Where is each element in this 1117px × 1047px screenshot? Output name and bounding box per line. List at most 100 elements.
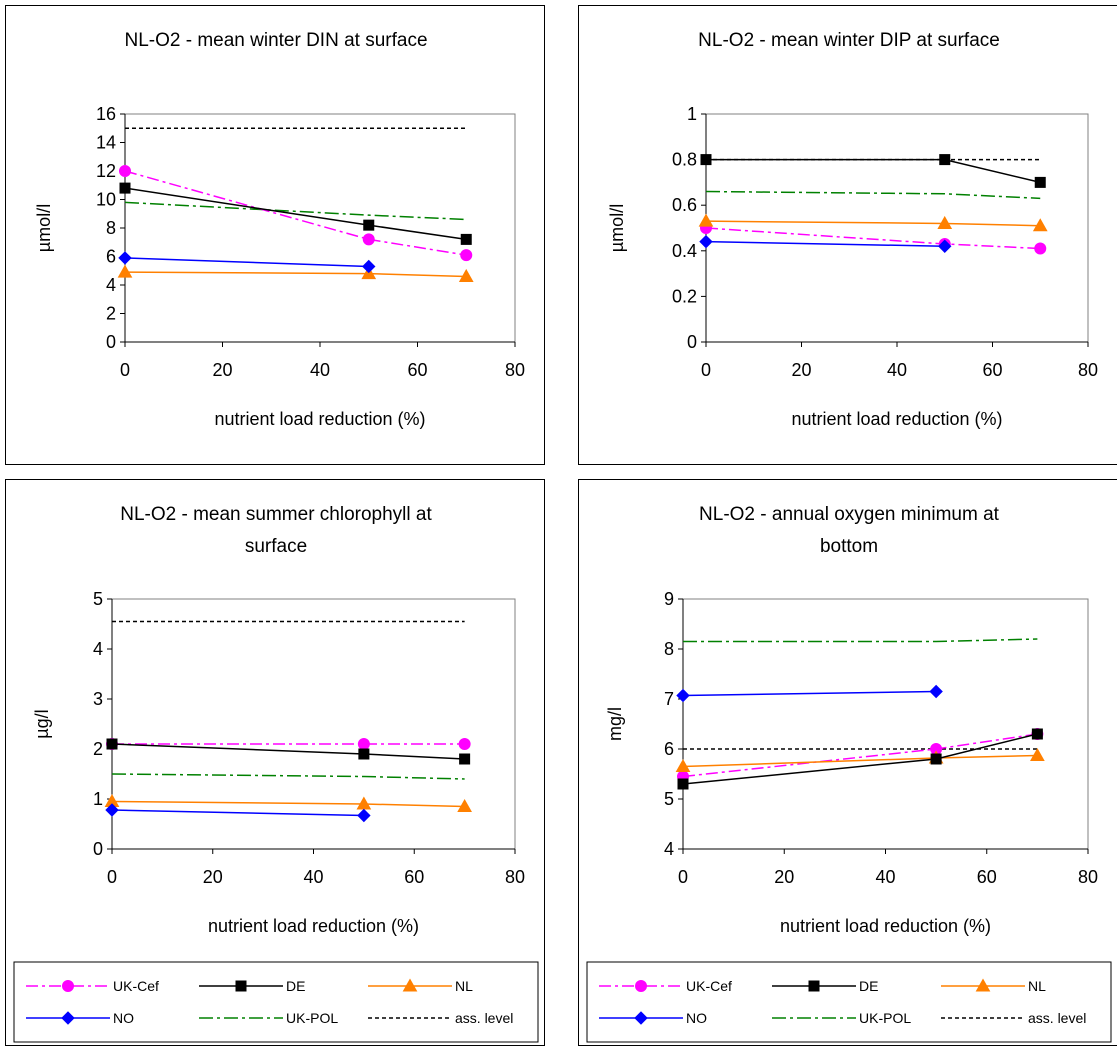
x-axis-label: nutrient load reduction (%) — [791, 409, 1002, 429]
series-line-uk-pol — [124, 201, 467, 221]
legend-box — [586, 961, 1112, 1043]
y-axis-label: µg/l — [32, 709, 52, 738]
data-point-no — [699, 234, 713, 249]
data-point-nl — [937, 215, 953, 229]
series-line-de — [124, 187, 467, 241]
data-point-no — [118, 251, 132, 265]
x-tick-label: 0 — [120, 360, 130, 380]
x-tick-label: 40 — [303, 867, 323, 887]
y-tick-label: 5 — [664, 789, 674, 809]
y-tick-label: 1 — [687, 104, 697, 124]
series-no — [105, 803, 371, 823]
data-point-nl — [457, 798, 472, 812]
series-line-no — [705, 240, 945, 247]
plot-area — [705, 113, 1089, 343]
legend-item-uk-pol: UK-POL — [199, 1010, 338, 1026]
legend-marker — [634, 1011, 648, 1025]
x-tick-label: 60 — [982, 360, 1002, 380]
series-uk-pol — [705, 190, 1041, 200]
data-point-de — [677, 778, 689, 790]
x-tick-label: 0 — [107, 867, 117, 887]
legend-marker — [62, 980, 74, 992]
series-line-no — [124, 257, 369, 268]
plot-area — [124, 113, 516, 343]
legend-item-uk-cef: UK-Cef — [26, 978, 159, 994]
series-de — [677, 728, 1043, 790]
legend-item-ass-level: ass. level — [368, 1010, 513, 1026]
data-point-no — [357, 808, 371, 823]
chart-title: surface — [245, 536, 307, 557]
legend-label: UK-POL — [859, 1010, 911, 1026]
series-line-de — [111, 743, 465, 760]
series-line-nl — [124, 271, 467, 278]
data-point-de — [1031, 728, 1043, 740]
data-point-de — [119, 182, 131, 194]
series-no — [699, 234, 952, 253]
legend-marker — [235, 980, 247, 992]
series-uk-cef — [677, 728, 1044, 783]
legend-item-ass-level: ass. level — [941, 1010, 1086, 1026]
y-tick-label: 0 — [106, 332, 116, 352]
x-tick-label: 20 — [203, 867, 223, 887]
series-line-de — [706, 158, 1041, 184]
series-nl — [698, 213, 1048, 232]
series-line-uk-pol — [705, 190, 1041, 200]
plot-area — [682, 598, 1089, 850]
y-tick-label: 4 — [106, 275, 116, 295]
legend-label: UK-Cef — [113, 978, 159, 994]
x-tick-label: 60 — [977, 867, 997, 887]
data-point-no — [362, 259, 376, 274]
series-line-uk-pol — [111, 773, 465, 780]
y-tick-label: 0 — [93, 839, 103, 859]
legend-item-no: NO — [26, 1010, 134, 1026]
x-tick-label: 40 — [887, 360, 907, 380]
series-uk-pol — [111, 773, 465, 780]
legend: UK-Cef DE NL NO UK-POL ass. level — [586, 961, 1112, 1043]
x-tick-label: 40 — [310, 360, 330, 380]
y-tick-label: 14 — [96, 133, 116, 153]
chart-dip: NL-O2 - mean winter DIP at surface 0 0.2 0.… — [607, 30, 1098, 429]
data-point-no — [676, 688, 690, 703]
data-point-de — [939, 154, 951, 166]
legend-label: NO — [113, 1010, 134, 1026]
x-axis-label: nutrient load reduction (%) — [208, 916, 419, 936]
data-point-uk-cef — [362, 233, 375, 246]
x-tick-label: 0 — [701, 360, 711, 380]
chart-title: NL-O2 - mean winter DIP at surface — [698, 30, 1000, 51]
legend-item-uk-cef: UK-Cef — [599, 978, 732, 994]
series-uk-cef — [119, 165, 473, 262]
data-point-nl — [1032, 218, 1048, 232]
y-tick-label: 5 — [93, 589, 103, 609]
legend-item-uk-pol: UK-POL — [772, 1010, 911, 1026]
data-point-uk-cef — [460, 249, 473, 262]
series-nl — [104, 793, 472, 812]
y-tick-label: 4 — [664, 839, 674, 859]
series-uk-pol — [683, 638, 1038, 643]
x-tick-label: 20 — [791, 360, 811, 380]
series-line-uk-pol — [683, 638, 1038, 643]
series-uk-cef — [700, 222, 1047, 255]
chart-title: NL-O2 - mean summer chlorophyll at — [120, 504, 432, 525]
legend-item-nl: NL — [368, 978, 473, 994]
legend-label: ass. level — [1028, 1010, 1086, 1026]
y-tick-label: 9 — [664, 589, 674, 609]
y-tick-label: 16 — [96, 104, 116, 124]
chart-panel-dip: NL-O2 - mean winter DIP at surface 0 0.2 0.… — [578, 5, 1117, 465]
data-point-de — [363, 219, 375, 231]
data-point-uk-cef — [357, 738, 370, 750]
series-no — [118, 251, 376, 274]
y-tick-label: 0 — [687, 332, 697, 352]
data-point-de — [106, 738, 118, 750]
series-nl — [117, 264, 474, 282]
series-uk-pol — [124, 201, 467, 221]
y-tick-label: 8 — [106, 218, 116, 238]
x-tick-label: 80 — [505, 867, 525, 887]
series-de — [700, 154, 1046, 188]
legend-marker — [808, 980, 820, 992]
x-tick-label: 80 — [505, 360, 525, 380]
y-tick-label: 1 — [93, 789, 103, 809]
chart-title: bottom — [820, 536, 878, 557]
series-no — [676, 684, 943, 703]
x-axis-label: nutrient load reduction (%) — [780, 916, 991, 936]
legend-item-no: NO — [599, 1010, 707, 1026]
